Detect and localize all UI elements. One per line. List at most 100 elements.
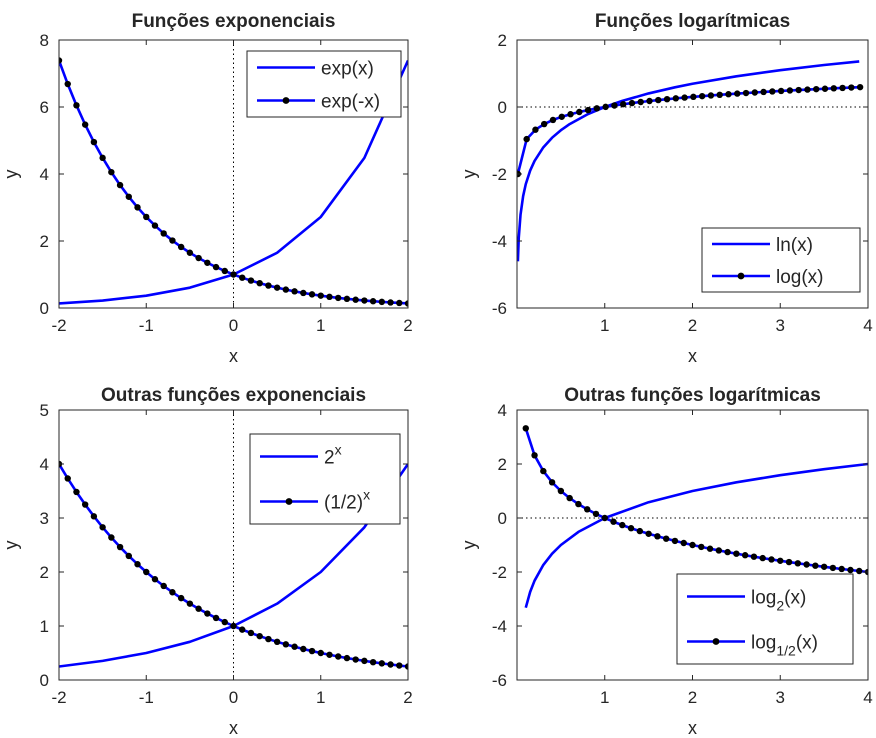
x-tick-label: -2 — [51, 316, 66, 335]
x-tick-label: 1 — [316, 688, 325, 707]
data-point-2-12 — [151, 222, 159, 229]
data-point-2-19 — [680, 539, 687, 547]
data-point-2-21 — [230, 271, 237, 278]
series-group — [517, 60, 864, 262]
legend-marker-2 — [737, 272, 745, 280]
data-point-2-25 — [733, 550, 740, 557]
data-point-2-41 — [404, 300, 408, 307]
data-point-2-20 — [221, 267, 228, 275]
data-point-2-22 — [239, 274, 246, 281]
data-point-2-16 — [646, 97, 653, 105]
legend-label-2-1: (1/2)x — [324, 487, 370, 514]
data-point-2-27 — [282, 641, 290, 648]
data-point-2-40 — [396, 662, 403, 669]
data-point-2-21 — [690, 93, 697, 101]
data-point-2-16 — [654, 533, 661, 540]
legend-box — [701, 227, 861, 293]
data-point-2-15 — [645, 530, 652, 537]
data-point-2-2 — [64, 80, 71, 88]
data-point-2-20 — [221, 618, 228, 626]
data-point-2-25 — [265, 635, 272, 643]
data-point-2-30 — [308, 291, 316, 298]
x-axis-label: x — [688, 346, 697, 366]
data-point-2-27 — [282, 286, 290, 293]
data-point-2-26 — [741, 552, 749, 559]
data-point-2-27 — [742, 89, 750, 97]
series-group — [59, 57, 408, 307]
data-point-2-3 — [540, 467, 547, 475]
data-point-2-32 — [794, 560, 801, 567]
x-tick-label: 1 — [316, 316, 325, 335]
data-point-2-36 — [361, 297, 368, 304]
data-point-2-19 — [212, 614, 220, 622]
data-point-2-10 — [134, 561, 141, 568]
data-point-2-19 — [212, 263, 220, 271]
legend-label-3-0: log2(x) — [751, 588, 806, 614]
data-point-2-14 — [628, 99, 636, 107]
y-tick-label: 8 — [40, 31, 49, 50]
data-point-2-40 — [396, 299, 403, 307]
data-point-2-9 — [584, 106, 592, 114]
data-point-2-5 — [90, 513, 98, 520]
series-line-1 — [517, 60, 860, 262]
data-point-2-30 — [308, 647, 316, 655]
data-point-2-36 — [829, 564, 837, 572]
data-point-2-33 — [335, 653, 342, 660]
data-point-2-11 — [143, 568, 150, 576]
chart-title: Outras funções exponenciais — [101, 385, 366, 406]
data-point-2-2 — [531, 452, 538, 459]
data-point-2-39 — [848, 84, 855, 91]
data-point-2-29 — [300, 289, 307, 297]
y-tick-label: -2 — [492, 563, 507, 582]
x-tick-label: 4 — [863, 688, 872, 707]
x-axis-label: x — [688, 718, 697, 738]
data-point-2-3 — [73, 488, 80, 496]
data-point-2-25 — [265, 282, 272, 289]
data-point-2-5 — [549, 116, 557, 124]
y-tick-label: 0 — [498, 98, 507, 117]
data-point-2-37 — [369, 658, 377, 666]
data-point-2-13 — [160, 582, 167, 590]
x-tick-label: -2 — [51, 688, 66, 707]
x-tick-label: 2 — [688, 688, 697, 707]
data-point-2-24 — [256, 279, 263, 287]
y-tick-label: 4 — [40, 165, 49, 184]
data-point-2-25 — [725, 91, 732, 98]
legend: exp(x) exp(-x) — [246, 50, 402, 118]
data-point-2-10 — [593, 105, 601, 112]
data-point-2-11 — [602, 103, 609, 111]
legend-label-3-1: log1/2(x) — [751, 633, 818, 659]
y-tick-label: 2 — [498, 31, 507, 50]
data-point-2-6 — [99, 154, 106, 162]
chart-title: Outras funções logarítmicas — [564, 385, 821, 406]
data-point-2-18 — [663, 95, 671, 103]
data-point-2-14 — [169, 237, 176, 244]
data-point-2-13 — [619, 101, 627, 108]
y-tick-label: 6 — [40, 98, 49, 117]
chart-title: Funções exponenciais — [132, 11, 336, 32]
y-tick-label: -6 — [492, 671, 507, 690]
y-axis-label: y — [459, 541, 479, 550]
data-point-2-35 — [813, 85, 820, 93]
y-tick-label: 0 — [40, 299, 49, 318]
legend-label-0-0: exp(x) — [321, 59, 374, 80]
data-point-2-8 — [116, 543, 124, 551]
data-point-2-38 — [378, 298, 386, 306]
y-tick-label: 2 — [498, 455, 507, 474]
x-tick-label: 4 — [863, 316, 872, 335]
data-point-2-17 — [195, 254, 202, 262]
data-point-2-7 — [567, 111, 574, 118]
data-point-2-7 — [108, 168, 115, 176]
data-point-2-24 — [724, 548, 731, 556]
x-tick-label: 0 — [229, 688, 238, 707]
data-point-2-11 — [143, 213, 150, 221]
data-point-2-35 — [352, 656, 359, 663]
y-tick-label: 0 — [498, 509, 507, 528]
data-point-2-20 — [689, 541, 696, 549]
data-point-2-39 — [856, 567, 863, 575]
data-point-2-6 — [558, 113, 565, 120]
x-axis-label: x — [229, 718, 238, 738]
series-line-2 — [517, 85, 861, 175]
data-point-2-12 — [611, 102, 618, 109]
